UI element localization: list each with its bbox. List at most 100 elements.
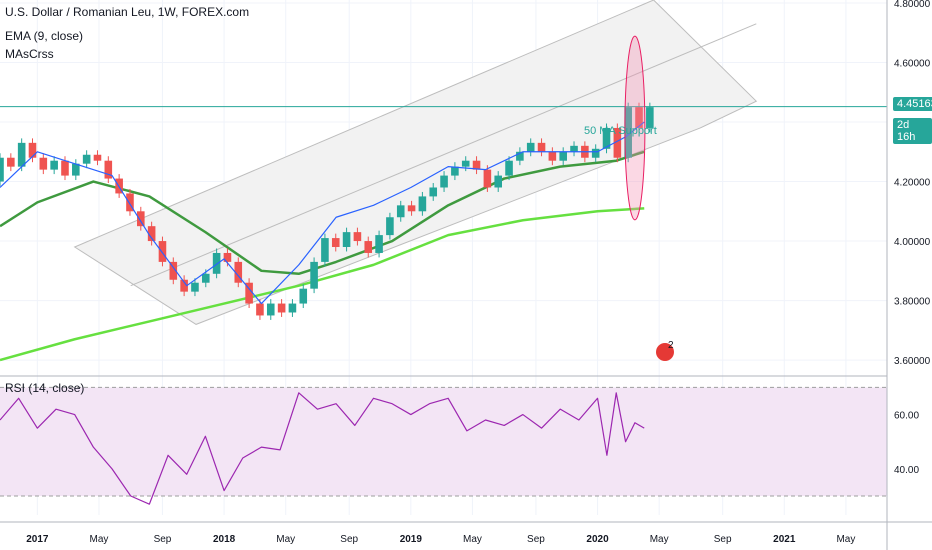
- candle-body: [494, 175, 503, 188]
- highlight-ellipse: [624, 35, 646, 221]
- time-tick-label: May: [836, 534, 855, 545]
- candle-body: [299, 288, 308, 304]
- candle-body: [0, 157, 4, 182]
- price-tick-label: 4.80000: [894, 0, 931, 10]
- candle-body: [537, 142, 546, 152]
- candle-body: [7, 157, 15, 167]
- overlays: [0, 35, 887, 361]
- candle-body: [472, 160, 481, 170]
- candle-body: [548, 151, 557, 161]
- time-tick-label: 2020: [586, 534, 609, 545]
- candle-body: [17, 142, 26, 167]
- time-tick-label: 2017: [26, 534, 49, 545]
- candle-body: [39, 157, 48, 170]
- candle-body: [624, 107, 632, 158]
- candle-body: [93, 154, 102, 161]
- candle-body: [288, 303, 297, 313]
- time-tick-label: Sep: [340, 534, 358, 545]
- candle-body: [104, 160, 113, 179]
- candlestick-series: [0, 102, 654, 320]
- time-tick-label: May: [276, 534, 295, 545]
- candle-body: [451, 166, 459, 176]
- time-tick-label: 2019: [400, 534, 423, 545]
- candle-body: [591, 148, 600, 158]
- legend-mascrss[interactable]: MAsCrss: [5, 47, 54, 61]
- time-tick-label: 2021: [773, 534, 796, 545]
- candle-body: [526, 142, 535, 152]
- candle-body: [418, 196, 427, 212]
- candle-body: [386, 217, 394, 236]
- ma200-series: [0, 207, 645, 362]
- time-tick-label: May: [650, 534, 669, 545]
- candle-body: [126, 193, 134, 212]
- channel-band: [73, 0, 758, 325]
- event-badge-count[interactable]: 2: [668, 340, 674, 351]
- candle-body: [440, 175, 448, 188]
- candle-body: [169, 261, 178, 280]
- candle-body: [158, 241, 167, 262]
- candle-body: [429, 187, 438, 197]
- candle-body: [364, 241, 373, 253]
- rsi-panel: [0, 386, 887, 505]
- time-tick-label: Sep: [154, 534, 172, 545]
- price-tick-label: 3.80000: [894, 297, 931, 308]
- ma-support-annotation: 50 MA Support: [584, 125, 657, 137]
- candle-body: [310, 261, 318, 289]
- legend-rsi[interactable]: RSI (14, close): [5, 381, 85, 395]
- candle-body: [331, 238, 340, 248]
- rsi-series: [0, 392, 645, 505]
- candle-body: [266, 303, 275, 316]
- candle-body: [602, 127, 611, 149]
- time-tick-label: 2018: [213, 534, 236, 545]
- price-tick-label: 3.60000: [894, 356, 931, 367]
- candle-body: [407, 205, 416, 212]
- candle-body: [191, 282, 199, 292]
- time-tick-label: Sep: [714, 534, 732, 545]
- time-tick-label: Sep: [527, 534, 545, 545]
- last-price-badge: 4.45163: [893, 97, 932, 111]
- candle-body: [50, 160, 58, 170]
- regression-channel: [73, 0, 758, 325]
- candle-body: [201, 273, 210, 283]
- candle-body: [147, 226, 156, 242]
- candle-body: [613, 127, 622, 158]
- candle-body: [396, 205, 405, 218]
- time-tick-label: May: [90, 534, 109, 545]
- price-tick-label: 4.20000: [894, 178, 931, 189]
- candle-body: [256, 303, 264, 316]
- candle-body: [223, 252, 232, 262]
- candle-body: [82, 154, 91, 164]
- price-tick-label: 4.60000: [894, 58, 931, 69]
- price-tick-label: 4.00000: [894, 237, 931, 248]
- candle-body: [245, 282, 253, 304]
- candle-body: [61, 160, 69, 176]
- rsi-band: [0, 387, 887, 496]
- ma200-line: [0, 207, 645, 362]
- candle-body: [28, 142, 37, 158]
- candle-body: [277, 303, 286, 313]
- candle-body: [72, 163, 80, 176]
- candle-body: [342, 232, 351, 248]
- candle-body: [375, 235, 383, 253]
- rsi-tick-label: 40.00: [894, 465, 919, 476]
- legend-ema[interactable]: EMA (9, close): [5, 29, 84, 43]
- candle-body: [516, 151, 524, 161]
- ema-line: [0, 121, 645, 305]
- candle-body: [570, 145, 578, 152]
- candle-body: [180, 279, 188, 292]
- candle-body: [559, 151, 567, 161]
- event-badge-icon: [656, 343, 674, 361]
- countdown-badge: 2d 16h: [893, 118, 932, 144]
- candle-body: [234, 261, 243, 283]
- candle-body: [353, 232, 362, 242]
- candle-body: [505, 160, 513, 176]
- candle-body: [137, 211, 145, 227]
- chart-title: U.S. Dollar / Romanian Leu, 1W, FOREX.co…: [5, 5, 250, 19]
- candle-body: [321, 238, 329, 262]
- ema-series: [0, 121, 645, 305]
- candle-body: [461, 160, 470, 167]
- candle-body: [646, 107, 654, 128]
- candle-body: [635, 107, 643, 128]
- time-tick-label: May: [463, 534, 482, 545]
